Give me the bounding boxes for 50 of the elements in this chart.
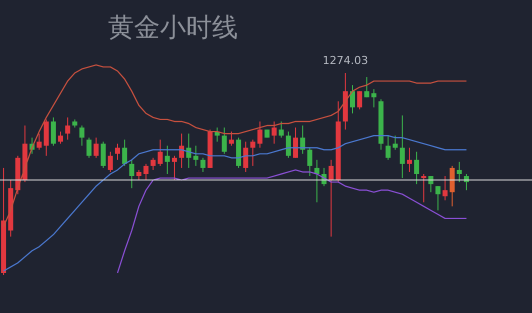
candlestick (314, 159, 320, 203)
candlestick (272, 120, 277, 144)
annotation: 1274.03 (322, 54, 368, 67)
candlestick (100, 141, 106, 168)
candlestick (250, 139, 256, 166)
candlestick (193, 145, 198, 166)
candlestick (257, 120, 262, 148)
candlestick (50, 116, 56, 146)
candlestick (164, 145, 170, 174)
candlestick (186, 133, 192, 168)
candlestick (200, 157, 206, 172)
candlestick (435, 186, 440, 211)
candlestick (58, 131, 64, 144)
candlestick (150, 157, 156, 170)
candlestick (300, 125, 306, 154)
candlestick (129, 159, 134, 189)
candlestick (278, 120, 284, 138)
candlestick (414, 151, 420, 185)
candlestick (400, 114, 405, 179)
candlestick (442, 176, 448, 201)
candlestick (456, 161, 462, 183)
candlestick (115, 143, 120, 160)
candlestick (357, 90, 362, 110)
candlestick (143, 163, 148, 181)
candlestick (65, 116, 70, 140)
candlestick (79, 125, 84, 146)
candlestick (136, 169, 142, 181)
candlestick (36, 133, 42, 150)
candlestick (328, 159, 334, 238)
candlestick (406, 147, 412, 172)
candlestick (243, 141, 248, 172)
candlestick (179, 133, 184, 168)
candlestick (94, 137, 99, 158)
candlestick (228, 131, 234, 146)
candlestick (421, 174, 426, 203)
candlestick (86, 137, 92, 158)
candlestick (386, 135, 391, 160)
candlestick (364, 76, 370, 98)
candlestick (172, 155, 177, 181)
candlestick (222, 127, 227, 154)
chart-title: 黄金小时线 (108, 13, 238, 43)
candlestick (307, 147, 312, 177)
candlestick (371, 88, 376, 108)
candlestick (158, 139, 163, 166)
candlestick (293, 127, 298, 158)
candlestick (392, 135, 398, 150)
candlestick (122, 139, 128, 166)
candlestick (350, 84, 355, 114)
candlestick (108, 151, 113, 172)
candlestick (286, 131, 291, 158)
